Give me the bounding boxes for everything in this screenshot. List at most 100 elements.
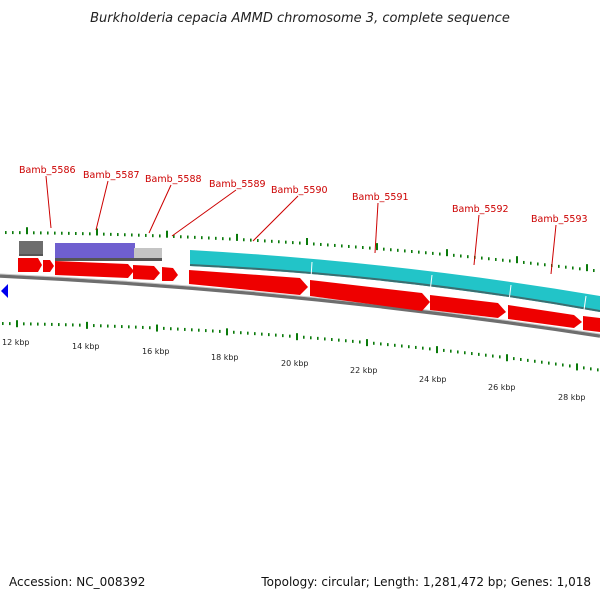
- scale-tick: [387, 343, 389, 347]
- scale-tick: [516, 256, 518, 264]
- map-title: Burkholderia cepacia AMMD chromosome 3, …: [90, 11, 510, 26]
- scroll-left-arrow-icon[interactable]: [1, 284, 8, 298]
- feature-bar-gray-light[interactable]: [134, 248, 162, 261]
- scale-tick: [464, 351, 466, 355]
- scale-tick: [243, 238, 245, 242]
- scale-tick: [506, 354, 508, 362]
- feature-track: [19, 241, 600, 312]
- scale-tick: [478, 352, 480, 356]
- scale-tick: [537, 262, 539, 266]
- scale-tick: [198, 328, 200, 332]
- feature-bar-purple[interactable]: [55, 243, 135, 260]
- cds-arrow[interactable]: [18, 258, 42, 272]
- scale-label: 28 kbp: [558, 393, 586, 402]
- scale-tick: [261, 332, 263, 336]
- scale-tick: [485, 353, 487, 357]
- scale-tick: [187, 235, 189, 239]
- gene-label[interactable]: Bamb_5587: [83, 170, 140, 181]
- feature-segment-divider: [429, 274, 433, 293]
- cds-arrow[interactable]: [43, 260, 54, 272]
- gene-leader-line: [95, 180, 109, 231]
- scale-label: 26 kbp: [488, 383, 516, 392]
- cds-arrow[interactable]: [162, 267, 178, 281]
- gene-label[interactable]: Bamb_5588: [145, 174, 202, 185]
- cds-arrow[interactable]: [310, 280, 430, 311]
- scale-tick: [499, 355, 501, 359]
- cds-arrow[interactable]: [189, 270, 308, 295]
- gene-label[interactable]: Bamb_5589: [209, 179, 266, 190]
- feature-segment-divider: [583, 295, 587, 311]
- feature-bar-gray-dark[interactable]: [19, 241, 43, 254]
- scale-tick: [460, 254, 462, 258]
- scale-tick: [432, 251, 434, 255]
- scale-tick: [177, 327, 179, 331]
- scale-tick: [138, 233, 140, 237]
- scale-tick: [79, 323, 81, 327]
- scale-tick: [513, 357, 515, 361]
- scale-tick: [306, 238, 308, 246]
- gene-label[interactable]: Bamb_5591: [352, 192, 409, 203]
- scale-tick: [313, 242, 315, 246]
- scale-tick: [320, 242, 322, 246]
- scale-tick: [495, 257, 497, 261]
- cds-arrow[interactable]: [55, 261, 134, 278]
- scale-tick: [142, 325, 144, 329]
- scale-tick: [82, 232, 84, 236]
- gene-leader-line: [374, 202, 379, 254]
- cds-arrow[interactable]: [133, 265, 160, 280]
- gene-label[interactable]: Bamb_5593: [531, 214, 588, 225]
- gene-label[interactable]: Bamb_5590: [271, 185, 328, 196]
- scale-tick: [212, 329, 214, 333]
- scale-tick: [324, 337, 326, 341]
- scale-label: 18 kbp: [211, 353, 239, 362]
- scale-tick: [72, 323, 74, 327]
- scale-tick: [443, 348, 445, 352]
- scale-tick: [121, 325, 123, 329]
- scale-tick: [544, 263, 546, 267]
- scale-tick: [275, 333, 277, 337]
- scale-tick: [436, 346, 438, 354]
- scale-tick: [492, 354, 494, 358]
- scale-tick: [450, 349, 452, 353]
- scale-tick: [590, 367, 592, 371]
- scale-tick: [226, 328, 228, 336]
- scale-tick: [184, 327, 186, 331]
- scale-tick: [345, 339, 347, 343]
- scale-tick: [292, 241, 294, 245]
- feature-bar-gray-dark-base: [19, 254, 43, 256]
- scale-tick: [352, 339, 354, 343]
- cds-arrow[interactable]: [583, 316, 600, 332]
- cds-arrow[interactable]: [508, 305, 582, 328]
- scale-tick: [201, 236, 203, 240]
- scale-tick: [397, 248, 399, 252]
- feature-bar-teal-base: [189, 264, 600, 312]
- scale-tick: [422, 346, 424, 350]
- cds-arrow[interactable]: [430, 295, 506, 318]
- scale-tick: [303, 335, 305, 339]
- scale-tick: [401, 344, 403, 348]
- scale-tick: [373, 341, 375, 345]
- scale-tick: [548, 361, 550, 365]
- scale-tick: [579, 267, 581, 271]
- scale-label: 20 kbp: [281, 359, 309, 368]
- scale-label: 14 kbp: [72, 342, 100, 351]
- summary-text: Topology: circular; Length: 1,281,472 bp…: [260, 575, 591, 589]
- scale-tick: [110, 232, 112, 236]
- scale-tick: [51, 322, 53, 326]
- scale-tick: [247, 331, 249, 335]
- scale-tick: [145, 233, 147, 237]
- scale-tick: [93, 324, 95, 328]
- scale-tick: [233, 330, 235, 334]
- scale-tick: [173, 234, 175, 238]
- scale-label: 22 kbp: [350, 366, 378, 375]
- scale-tick: [289, 334, 291, 338]
- scale-tick: [131, 233, 133, 237]
- scale-tick: [107, 324, 109, 328]
- scale-tick: [26, 227, 28, 235]
- scale-tick: [481, 256, 483, 260]
- scale-tick: [467, 255, 469, 259]
- gene-label[interactable]: Bamb_5592: [452, 204, 509, 215]
- scale-tick: [103, 232, 105, 236]
- scale-tick: [285, 240, 287, 244]
- gene-label[interactable]: Bamb_5586: [19, 165, 76, 176]
